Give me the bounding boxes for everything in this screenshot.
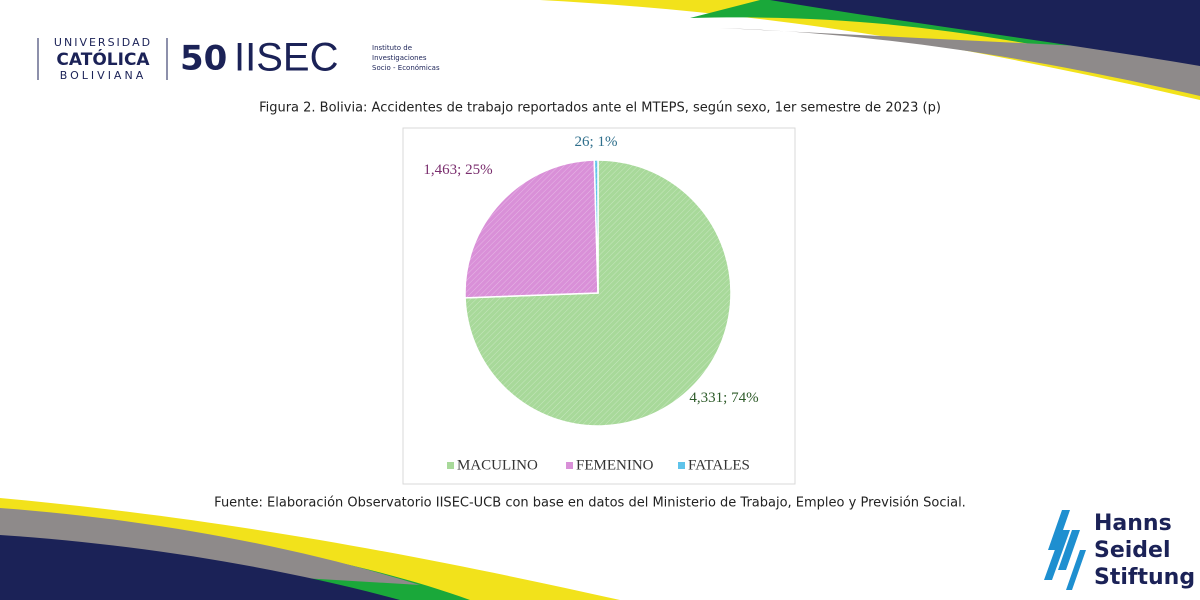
legend-swatch (566, 462, 573, 469)
legend-label: FATALES (688, 457, 750, 473)
legend-swatch (447, 462, 454, 469)
logo-text: IISEC (234, 36, 338, 80)
logo-text: Instituto de (372, 44, 412, 52)
sponsor-text: Stiftung (1094, 565, 1195, 590)
logo-text: CATÓLICA (56, 48, 150, 70)
data-label: 4,331; 74% (689, 390, 759, 406)
pie-hatch (465, 160, 598, 298)
sponsor-text: Seidel (1094, 538, 1171, 563)
legend-label: FEMENINO (576, 457, 654, 473)
chart-title: Figura 2. Bolivia: Accidentes de trabajo… (259, 101, 941, 116)
logo-text: Investigaciones (372, 54, 427, 62)
source: Fuente: Elaboración Observatorio IISEC-U… (214, 496, 966, 511)
sponsor-text: Hanns (1094, 511, 1172, 536)
decor (0, 535, 400, 600)
logo-text: Socio - Económicas (372, 64, 440, 72)
legend-swatch (678, 462, 685, 469)
logo-text: 50 (180, 39, 227, 79)
pie-hatch (594, 160, 598, 293)
decor (720, 28, 1200, 96)
legend-label: MACULINO (457, 457, 538, 473)
data-label: 1,463; 25% (423, 162, 493, 178)
logo-text: BOLIVIANA (60, 69, 146, 82)
sponsor-mark (1044, 510, 1086, 590)
logo-text: UNIVERSIDAD (54, 36, 152, 49)
data-label: 26; 1% (574, 134, 618, 150)
decor (770, 0, 1200, 66)
